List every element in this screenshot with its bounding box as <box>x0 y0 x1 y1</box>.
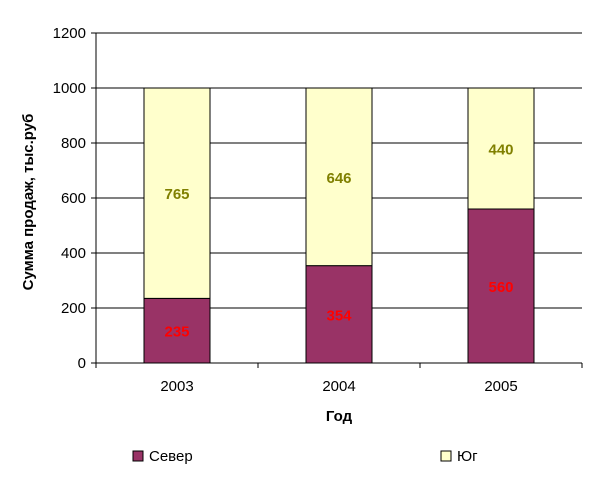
data-labels: 235 765 354 646 560 440 <box>164 142 513 341</box>
bar-2005-series-1 <box>467 87 535 210</box>
data-label-2003-series-0: 235 <box>164 324 189 341</box>
x-tick-label-2003: 2003 <box>160 378 193 395</box>
x-tick-label-2005: 2005 <box>484 378 517 395</box>
x-tick-labels: 2003 2004 2005 <box>95 363 583 395</box>
data-label-2003-series-1: 765 <box>164 186 189 203</box>
bar-2003-series-1 <box>143 87 211 299</box>
legend-swatch-series-1 <box>440 450 452 462</box>
bars <box>143 87 535 364</box>
bar-2004-series-0 <box>305 265 373 364</box>
y-tick-label-200: 200 <box>61 300 86 317</box>
y-tick-label-600: 600 <box>61 190 86 207</box>
data-label-2005-series-1: 440 <box>488 142 513 159</box>
legend-label-series-0: Север <box>149 448 193 465</box>
y-tick-labels: 0 200 400 600 800 1000 1200 <box>53 25 96 372</box>
legend: Север Юг <box>132 448 478 465</box>
legend-label-series-1: Юг <box>457 448 478 465</box>
bar-2005-series-0 <box>467 208 535 364</box>
data-label-2004-series-0: 354 <box>326 307 352 324</box>
bar-2004-series-1 <box>305 87 373 267</box>
x-axis-title: Год <box>326 408 353 425</box>
y-tick-label-400: 400 <box>61 245 86 262</box>
y-tick-label-1000: 1000 <box>53 80 86 97</box>
data-label-2005-series-0: 560 <box>488 279 513 296</box>
legend-swatch-series-0 <box>132 450 144 462</box>
y-tick-label-0: 0 <box>78 355 86 372</box>
x-tick-label-2004: 2004 <box>322 378 355 395</box>
y-axis-title: Сумма продаж, тыс.руб <box>20 114 37 291</box>
data-label-2004-series-1: 646 <box>326 170 351 187</box>
y-tick-label-800: 800 <box>61 135 86 152</box>
y-tick-label-1200: 1200 <box>53 25 86 42</box>
